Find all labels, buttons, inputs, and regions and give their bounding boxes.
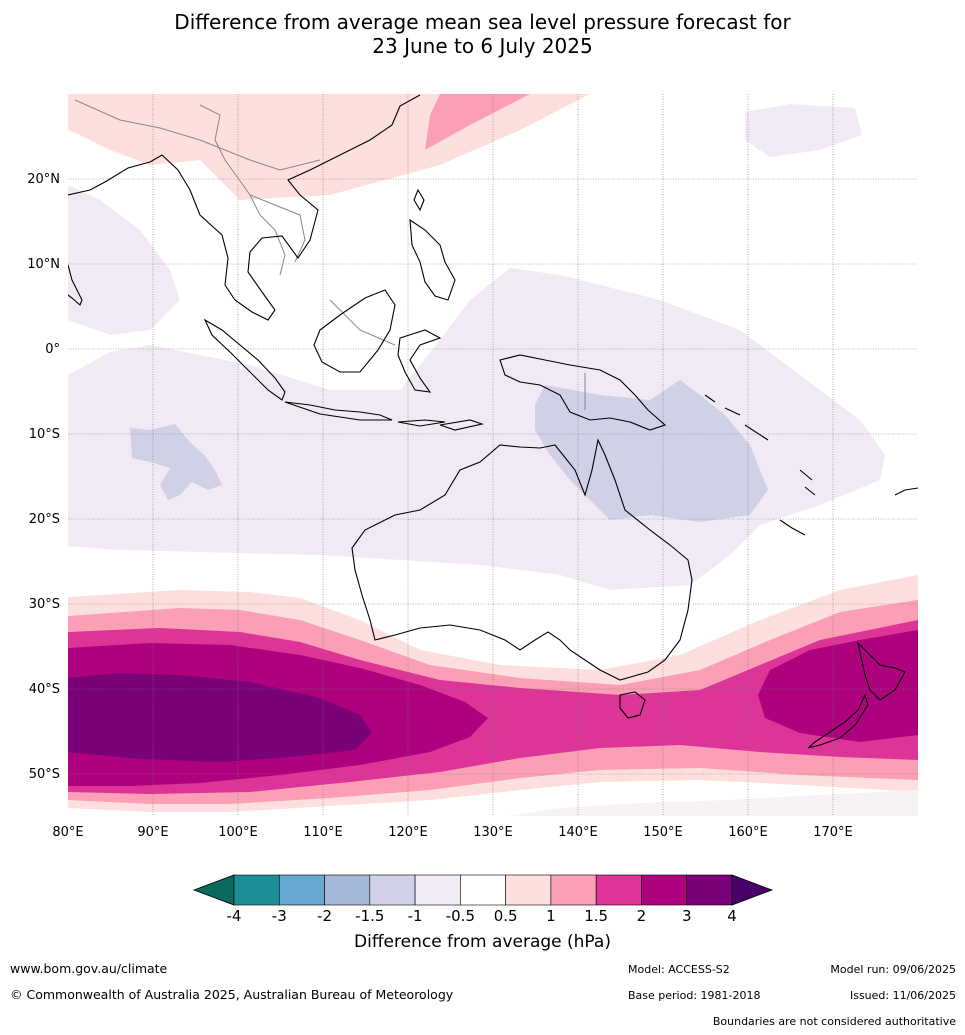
lon-tick-label: 130°E bbox=[473, 825, 513, 840]
coastlines bbox=[68, 94, 918, 749]
colorbar-tick-label: -4 bbox=[227, 907, 242, 925]
coastline-new-zealand-south bbox=[807, 693, 869, 749]
colorbar-tick-label: -2 bbox=[317, 907, 332, 925]
colorbar-swatch bbox=[641, 874, 688, 906]
lat-tick-label: 0° bbox=[45, 342, 60, 357]
graticule bbox=[68, 94, 918, 816]
colorbar-tick-label: 1.5 bbox=[584, 907, 608, 925]
lon-tick-label: 120°E bbox=[388, 825, 428, 840]
anomaly-zone-edge-0.5 bbox=[510, 790, 918, 816]
lon-tick-label: 100°E bbox=[218, 825, 258, 840]
footer-base-period: Base period: 1981-2018 bbox=[628, 989, 761, 1002]
colorbar-swatch bbox=[414, 874, 461, 906]
colorbar-swatch bbox=[278, 874, 325, 906]
colorbar-swatch bbox=[686, 874, 733, 906]
coastline-borneo bbox=[313, 289, 396, 373]
lon-tick-label: 150°E bbox=[643, 825, 683, 840]
chart-title: Difference from average mean sea level p… bbox=[0, 10, 965, 58]
colorbar-swatch bbox=[369, 874, 416, 906]
colorbar bbox=[192, 874, 774, 906]
colorbar-swatch bbox=[505, 874, 552, 906]
colorbar-tick-label: 2 bbox=[637, 907, 647, 925]
lon-tick-label: 80°E bbox=[52, 825, 83, 840]
title-line-2: 23 June to 6 July 2025 bbox=[372, 34, 593, 58]
anomaly-zone-asia-1 bbox=[425, 94, 530, 150]
coastline-tasmania bbox=[619, 691, 646, 719]
colorbar-tick-label: 3 bbox=[682, 907, 692, 925]
colorbar-tick-label: -1 bbox=[408, 907, 423, 925]
footer-url[interactable]: www.bom.gov.au/climate bbox=[10, 961, 168, 976]
footer-issued: Issued: 11/06/2025 bbox=[849, 989, 956, 1002]
lat-tick-label: 20°N bbox=[27, 172, 60, 187]
colorbar-label: Difference from average (hPa) bbox=[354, 932, 611, 952]
colorbar-swatch bbox=[233, 874, 280, 906]
coastline-new-guinea bbox=[499, 354, 667, 431]
coastline-asia bbox=[68, 94, 421, 321]
colorbar-swatch bbox=[324, 874, 371, 906]
colorbar-extend-low bbox=[192, 874, 235, 906]
lat-tick-label: 50°S bbox=[29, 767, 60, 782]
colorbar-tick-label: 0.5 bbox=[494, 907, 518, 925]
lon-tick-label: 110°E bbox=[303, 825, 343, 840]
footer-boundaries-note: Boundaries are not considered authoritat… bbox=[712, 1015, 956, 1028]
colorbar-swatch bbox=[460, 874, 506, 906]
anomaly-zone-southern-3 bbox=[68, 673, 372, 762]
footer-model: Model: ACCESS-S2 bbox=[628, 963, 730, 976]
lat-tick-label: 10°N bbox=[27, 257, 60, 272]
coastline-java bbox=[284, 401, 393, 421]
colorbar-tick-label: -3 bbox=[272, 907, 287, 925]
country-boundaries bbox=[74, 99, 586, 410]
colorbar-tick-label: -0.5 bbox=[446, 907, 475, 925]
lat-tick-label: 10°S bbox=[29, 427, 60, 442]
colorbar-tick-label: 4 bbox=[727, 907, 737, 925]
colorbar-tick-label: 1 bbox=[546, 907, 556, 925]
coastline-india bbox=[68, 264, 83, 306]
lat-tick-labels: 20°N 10°N 0° 10°S 20°S 30°S 40°S 50°S bbox=[27, 172, 60, 782]
lon-tick-labels: 80°E 90°E 100°E 110°E 120°E 130°E 140°E … bbox=[52, 825, 852, 840]
colorbar-tick-label: -1.5 bbox=[355, 907, 384, 925]
lat-tick-label: 40°S bbox=[29, 682, 60, 697]
lat-tick-label: 30°S bbox=[29, 597, 60, 612]
coastline-sumatra bbox=[203, 318, 286, 401]
lon-tick-label: 170°E bbox=[813, 825, 853, 840]
footer-copyright: © Commonwealth of Australia 2025, Austra… bbox=[10, 987, 454, 1002]
colorbar-swatch bbox=[550, 874, 597, 906]
anomaly-zone-tropics--1 bbox=[535, 380, 768, 522]
map-frame bbox=[68, 94, 918, 816]
lat-tick-label: 20°S bbox=[29, 512, 60, 527]
lon-tick-label: 90°E bbox=[137, 825, 168, 840]
coastline-new-zealand-north bbox=[857, 641, 906, 701]
coastline-australia bbox=[351, 438, 693, 681]
footer-model-run: Model run: 09/06/2025 bbox=[830, 963, 956, 976]
lon-tick-label: 160°E bbox=[728, 825, 768, 840]
anomaly-zone-indian-ocean--0.5 bbox=[68, 185, 180, 335]
title-line-1: Difference from average mean sea level p… bbox=[174, 10, 791, 34]
colorbar-swatch bbox=[595, 874, 642, 906]
coastline-sulawesi bbox=[397, 329, 442, 393]
colorbar-extend-high bbox=[731, 874, 774, 906]
lon-tick-label: 140°E bbox=[558, 825, 598, 840]
colorbar-ticks: -4 -3 -2 -1.5 -1 -0.5 0.5 1 1.5 2 3 4 bbox=[227, 907, 737, 925]
anomaly-zone-nz-2 bbox=[758, 630, 918, 742]
anomaly-zone-indian-ocean--1 bbox=[130, 424, 222, 500]
